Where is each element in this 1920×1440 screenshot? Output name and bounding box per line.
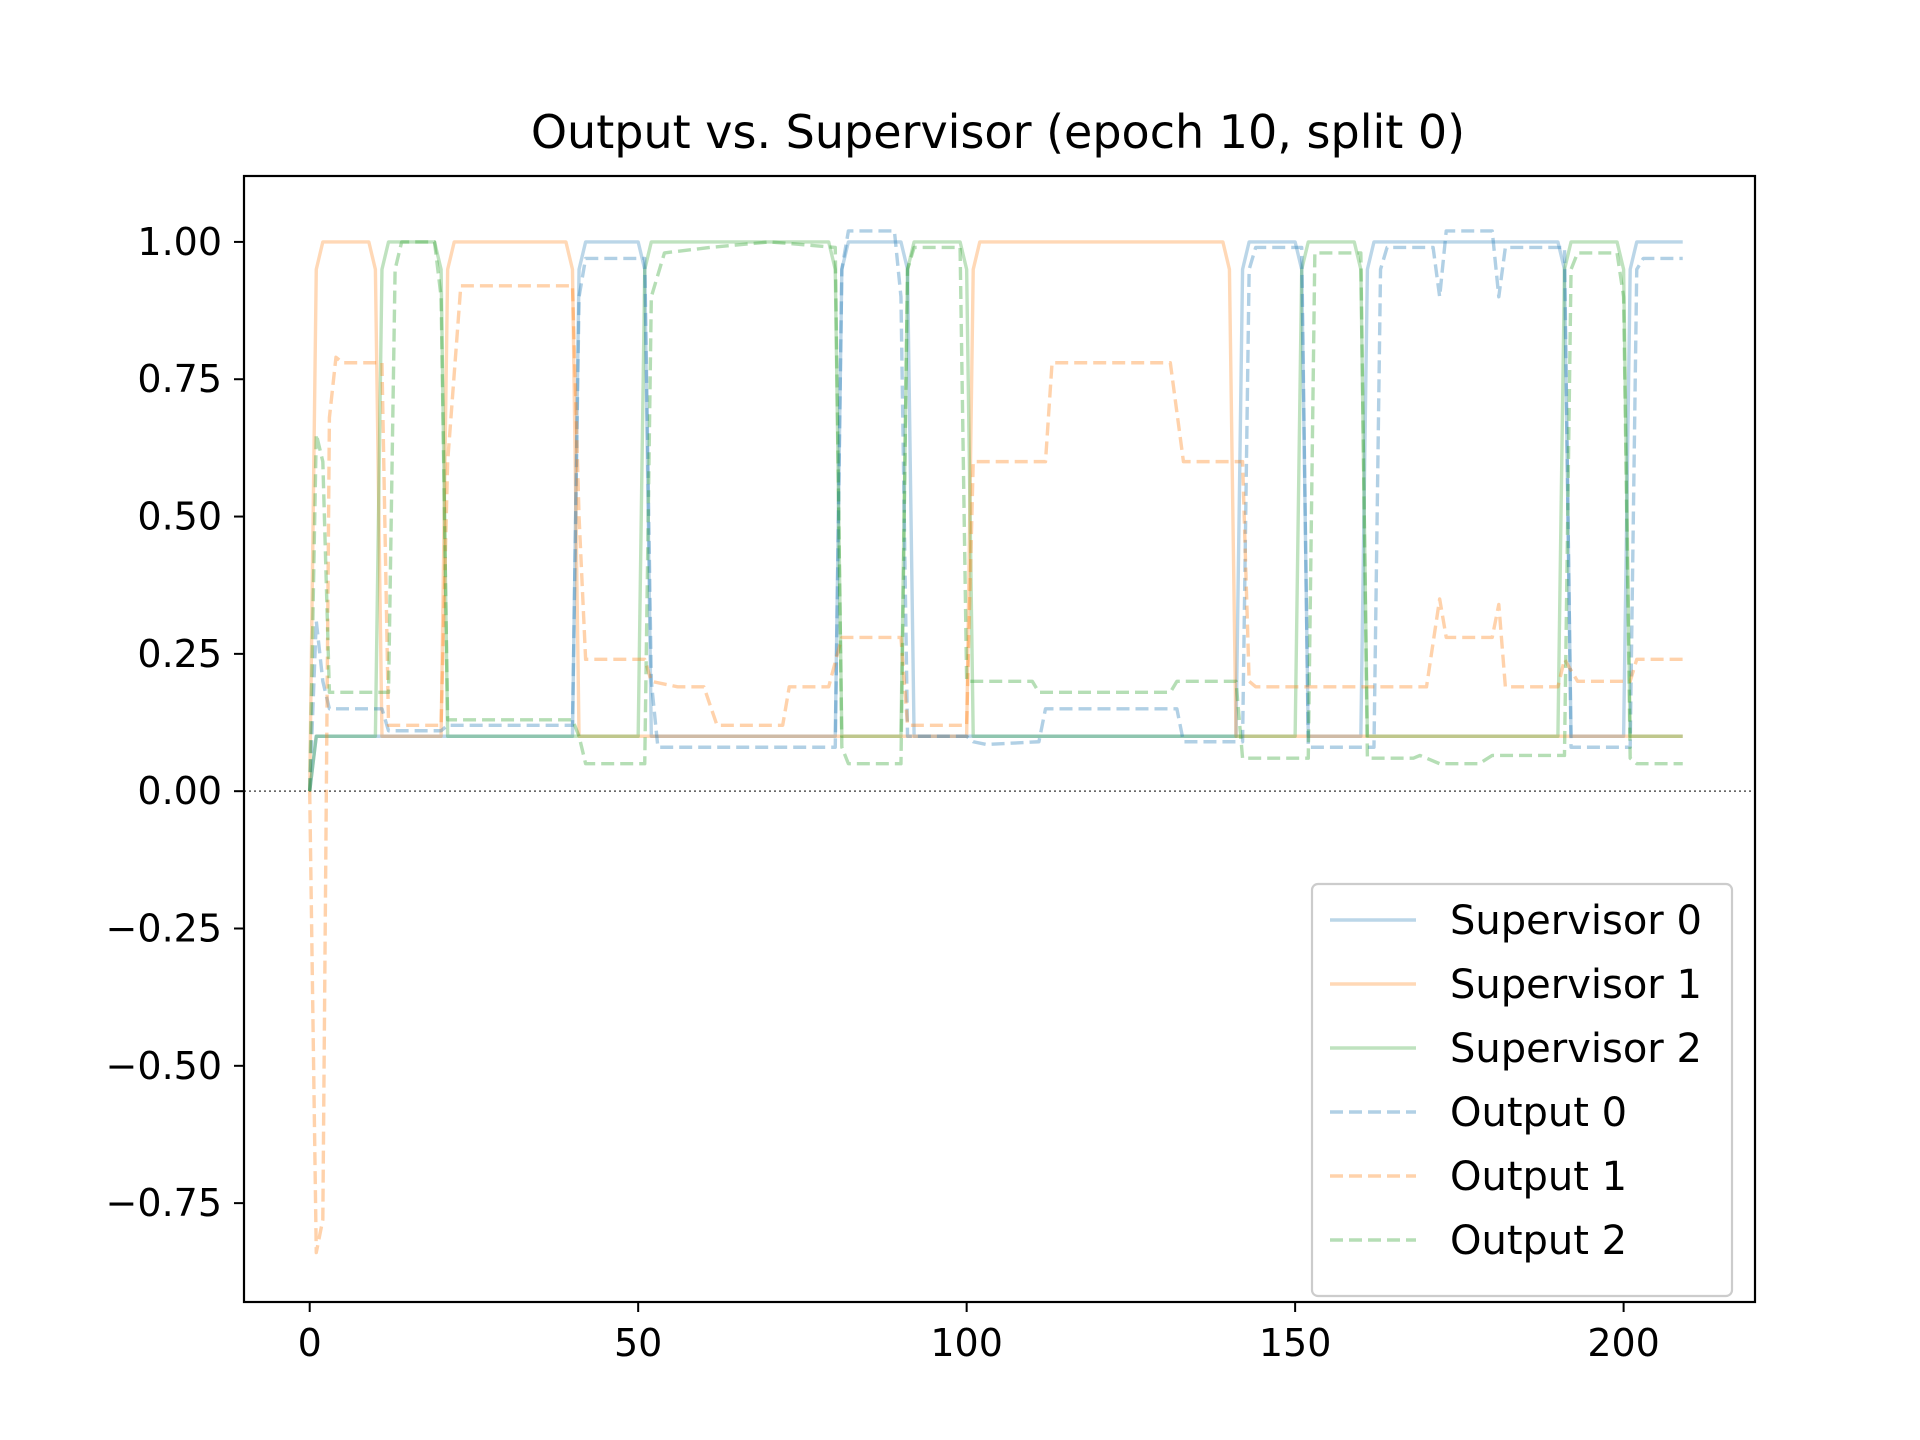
- y-tick-label: 0.50: [137, 495, 222, 539]
- series-line-supervisor-0: [308, 240, 1683, 792]
- y-tick-label: 1.00: [137, 220, 222, 264]
- x-tick-label: 200: [1587, 1321, 1660, 1365]
- legend-label: Output 1: [1450, 1154, 1627, 1200]
- legend-label: Output 2: [1450, 1218, 1627, 1264]
- legend-label: Supervisor 1: [1450, 962, 1702, 1008]
- axes: 0 50 100 150 200 1.00 0.75 0.50 0.25 0.00 −0.25 −0.…: [106, 174, 1757, 1365]
- axes-frame: [242, 174, 1757, 1304]
- y-tick-label: 0.25: [137, 632, 222, 676]
- legend: Supervisor 0 Supervisor 1 Supervisor 2 Outp…: [1310, 882, 1734, 1298]
- series-line-output-2: [308, 240, 1683, 792]
- series-line-output-1: [308, 284, 1683, 1255]
- x-tick-label: 50: [614, 1321, 662, 1365]
- x-tick-label: 0: [298, 1321, 322, 1365]
- plot-area: [244, 229, 1755, 1255]
- y-tick-label: 0.00: [137, 769, 222, 813]
- legend-label: Supervisor 2: [1450, 1026, 1702, 1072]
- series-group: [308, 229, 1683, 1255]
- legend-box: [1310, 882, 1734, 1298]
- x-tick-label: 100: [930, 1321, 1003, 1365]
- y-tick-label: −0.75: [106, 1181, 222, 1225]
- legend-label: Output 0: [1450, 1090, 1627, 1136]
- x-tick-label: 150: [1259, 1321, 1332, 1365]
- series-line-output-0: [308, 229, 1683, 792]
- series-line-supervisor-2: [308, 240, 1683, 792]
- series-line-supervisor-1: [308, 240, 1683, 792]
- legend-label: Supervisor 0: [1450, 898, 1702, 944]
- chart-title: Output vs. Supervisor (epoch 10, split 0…: [531, 105, 1465, 159]
- y-tick-label: −0.50: [106, 1044, 222, 1088]
- y-tick-label: −0.25: [106, 906, 222, 950]
- y-tick-label: 0.75: [137, 357, 222, 401]
